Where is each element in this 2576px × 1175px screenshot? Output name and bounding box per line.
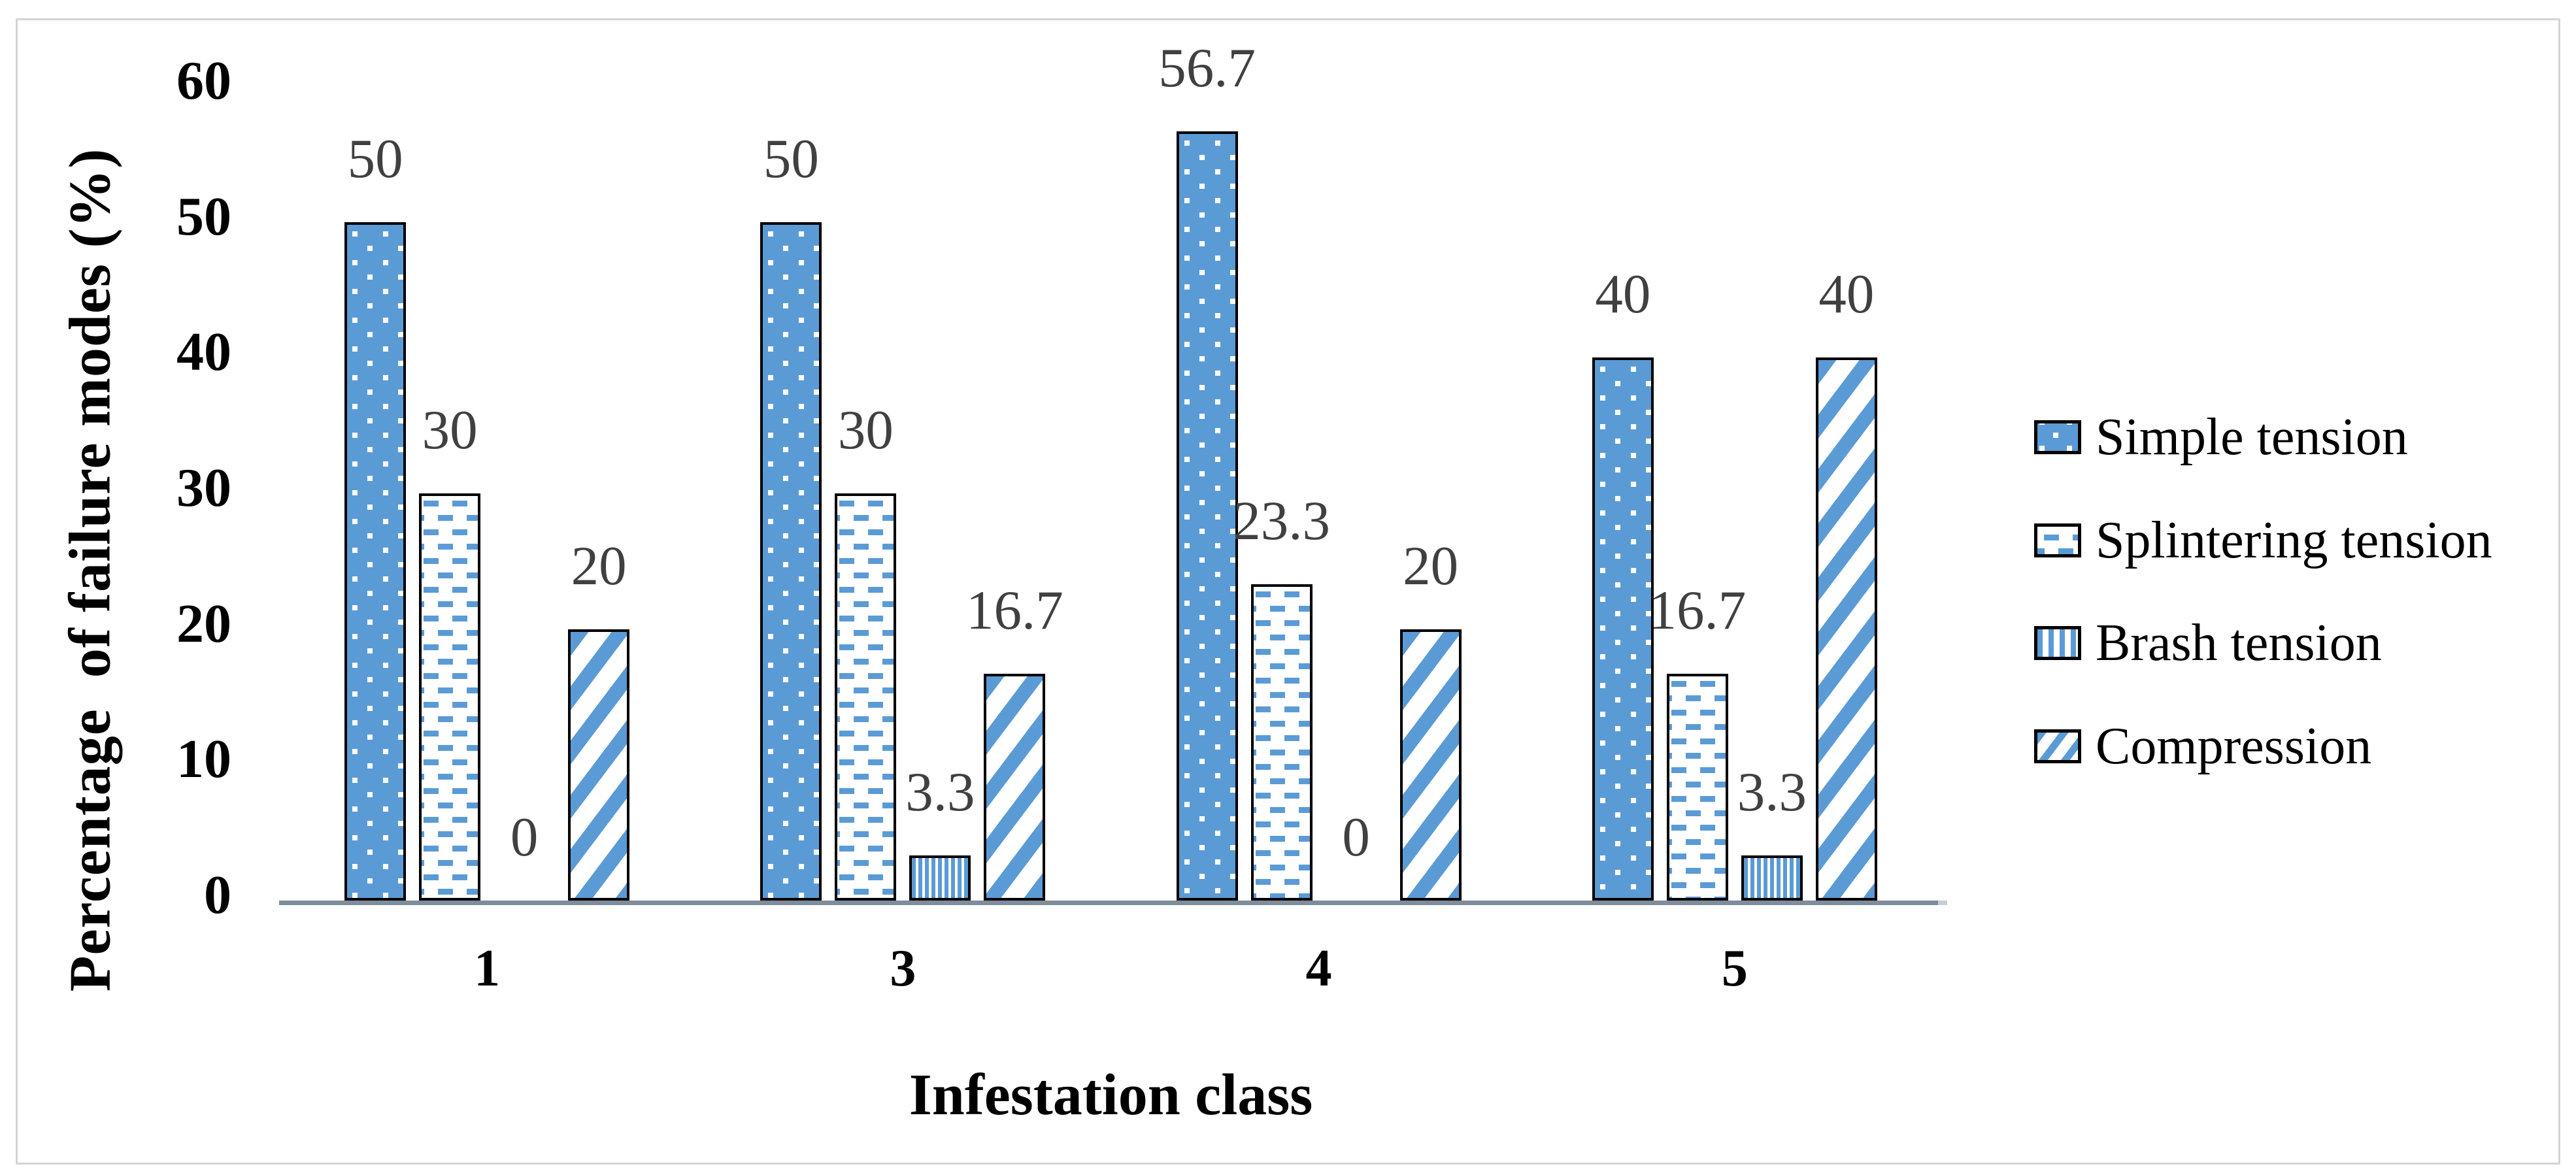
y-tick-label: 50: [176, 186, 231, 247]
bar-data-label: 20: [571, 535, 627, 597]
bar-data-label: 30: [422, 399, 478, 461]
bar-dots-class-3: [760, 222, 822, 901]
bar-vlines-class-3: [909, 855, 971, 901]
y-axis-title: Percentage of failure modes (%): [58, 148, 123, 992]
bar-data-label: 0: [510, 806, 539, 868]
y-tick-label: 0: [204, 865, 231, 925]
legend-label: Simple tension: [2096, 408, 2408, 466]
legend-swatch-dots: [2034, 420, 2081, 454]
bar-data-label: 0: [1342, 806, 1370, 868]
legend-label: Splintering tension: [2096, 511, 2492, 569]
bar-diagonal-class-4: [1399, 629, 1462, 901]
bar-data-label: 30: [837, 399, 894, 461]
x-tick-label: 1: [474, 940, 501, 997]
bar-dots-class-1: [344, 222, 407, 901]
bar-diagonal-class-1: [568, 629, 630, 901]
x-tick-label: 5: [1721, 940, 1748, 997]
y-tick-label: 30: [176, 457, 231, 518]
bar-dots-class-4: [1176, 131, 1238, 901]
bar-dashes-class-4: [1250, 584, 1313, 901]
legend-item: Compression: [2034, 718, 2372, 776]
y-tick-label: 10: [176, 729, 231, 790]
bar-data-label: 40: [1818, 263, 1875, 325]
bar-diagonal-class-3: [984, 674, 1046, 901]
legend-item: Brash tension: [2034, 614, 2382, 672]
bar-dashes-class-1: [419, 493, 481, 901]
legend-label: Brash tension: [2096, 614, 2382, 672]
legend-swatch-diagonal: [2034, 729, 2081, 764]
bar-data-label: 3.3: [1737, 761, 1807, 823]
legend-swatch-dashes: [2034, 523, 2081, 557]
y-tick-label: 60: [176, 50, 231, 111]
bar-data-label: 50: [763, 127, 819, 190]
y-tick-label: 40: [176, 322, 231, 383]
bar-data-label: 23.3: [1233, 490, 1330, 552]
bar-dashes-class-5: [1666, 674, 1728, 901]
bar-data-label: 56.7: [1158, 37, 1256, 99]
bar-data-label: 20: [1403, 535, 1459, 597]
bar-data-label: 16.7: [966, 580, 1063, 642]
x-axis-line: [279, 901, 1947, 905]
legend-swatch-vlines: [2034, 626, 2081, 661]
legend-item: Simple tension: [2034, 408, 2408, 466]
y-tick-label: 20: [176, 593, 231, 654]
bar-dots-class-5: [1592, 357, 1654, 901]
bar-data-label: 16.7: [1648, 580, 1747, 642]
plot-area: 50 30 0 20 50 30 3.3 16.7 56.7 23.3 0 20 40 16.7 3.3 40: [279, 40, 1943, 901]
bar-diagonal-class-5: [1815, 357, 1877, 901]
x-axis-title: Infestation class: [909, 1063, 1313, 1127]
bar-data-label: 40: [1595, 263, 1651, 325]
x-tick-label: 3: [890, 940, 916, 997]
bar-vlines-class-5: [1741, 855, 1803, 901]
bar-data-label: 3.3: [905, 761, 975, 823]
bar-data-label: 50: [347, 127, 403, 190]
x-tick-label: 4: [1305, 940, 1332, 997]
legend-item: Splintering tension: [2034, 511, 2492, 569]
legend-label: Compression: [2096, 718, 2372, 776]
bar-dashes-class-3: [835, 493, 897, 901]
